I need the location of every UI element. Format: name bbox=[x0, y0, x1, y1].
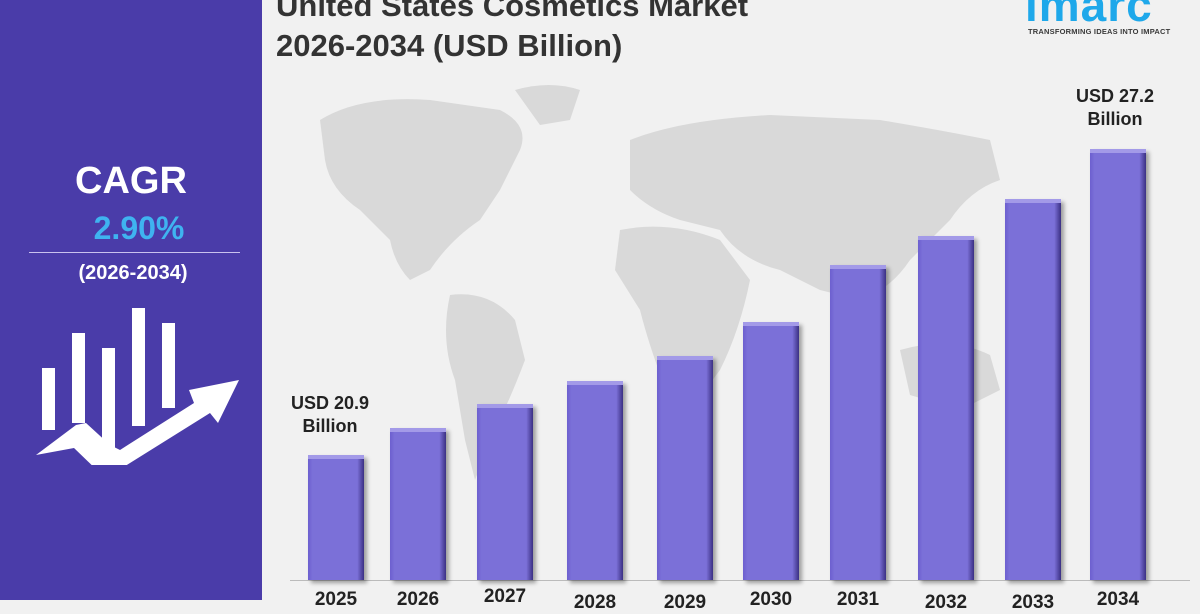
bar-2027 bbox=[477, 404, 533, 580]
cagr-value: 2.90% bbox=[93, 210, 185, 246]
title-line-2: 2026-2034 (USD Billion) bbox=[276, 28, 623, 63]
growth-chart-arrow-icon bbox=[36, 308, 239, 465]
x-tick: 2034 bbox=[1096, 589, 1140, 610]
x-axis bbox=[290, 580, 1190, 581]
start-value-unit: Billion bbox=[302, 416, 358, 436]
end-value-unit: Billion bbox=[1087, 109, 1143, 129]
x-tick: 2030 bbox=[749, 589, 793, 610]
bar-2030 bbox=[743, 322, 799, 580]
cagr-sidebar: CAGR 2.90% (2026-2034) bbox=[0, 0, 262, 600]
x-tick: 2033 bbox=[1011, 592, 1055, 613]
cagr-label: CAGR bbox=[75, 160, 187, 202]
brand-tagline: TRANSFORMING IDEAS INTO IMPACT bbox=[1028, 27, 1171, 36]
start-value-label: USD 20.9 Billion bbox=[280, 392, 380, 438]
end-value-label: USD 27.2 Billion bbox=[1065, 85, 1165, 131]
cagr-period: (2026-2034) bbox=[78, 262, 188, 284]
bar-2033 bbox=[1005, 199, 1061, 580]
bar-2029 bbox=[657, 356, 713, 580]
bar-2031 bbox=[830, 265, 886, 580]
bar-2034 bbox=[1090, 149, 1146, 580]
world-map-background bbox=[320, 85, 1000, 480]
bar-2026 bbox=[390, 428, 446, 580]
brand-logo: imarc bbox=[1025, 0, 1153, 31]
bar-2025 bbox=[308, 455, 364, 580]
bar-2028 bbox=[567, 381, 623, 580]
x-tick: 2026 bbox=[396, 589, 440, 610]
title-line-1: United States Cosmetics Market bbox=[276, 0, 749, 23]
x-tick: 2032 bbox=[924, 592, 968, 613]
x-tick: 2027 bbox=[483, 586, 527, 607]
x-tick: 2025 bbox=[314, 589, 358, 610]
x-tick: 2029 bbox=[663, 592, 707, 613]
x-tick: 2028 bbox=[573, 592, 617, 613]
end-value-amount: USD 27.2 bbox=[1075, 86, 1155, 106]
x-tick: 2031 bbox=[836, 589, 880, 610]
start-value-amount: USD 20.9 bbox=[290, 393, 370, 413]
chart-title: United States Cosmetics Market 2026-2034… bbox=[276, 0, 748, 66]
divider bbox=[29, 252, 240, 253]
bar-2032 bbox=[918, 236, 974, 580]
